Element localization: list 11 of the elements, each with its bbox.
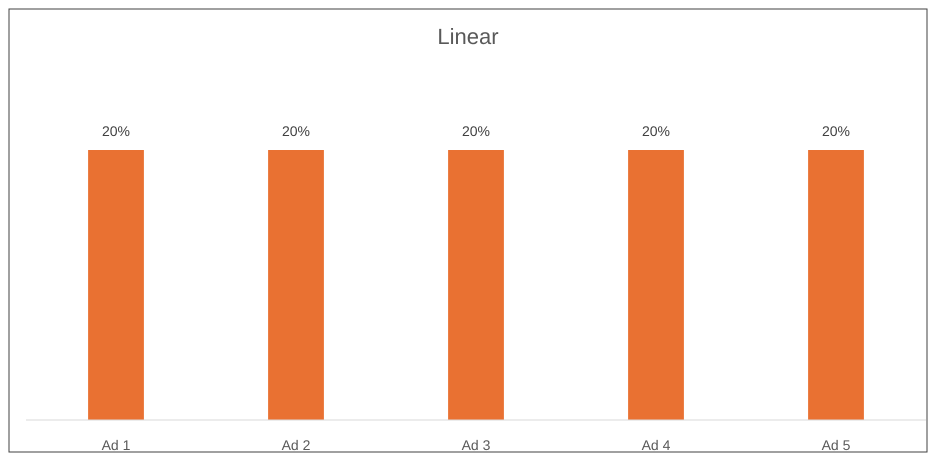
data-label: 20% xyxy=(642,123,670,139)
x-tick-label: Ad 2 xyxy=(282,437,311,453)
data-label: 20% xyxy=(282,123,310,139)
chart-title: Linear xyxy=(437,24,499,49)
x-tick-label: Ad 1 xyxy=(102,437,131,453)
x-tick-label: Ad 5 xyxy=(822,437,851,453)
data-label: 20% xyxy=(822,123,850,139)
data-label: 20% xyxy=(102,123,130,139)
data-label: 20% xyxy=(462,123,490,139)
x-tick-label: Ad 4 xyxy=(642,437,671,453)
x-tick-label: Ad 3 xyxy=(462,437,491,453)
